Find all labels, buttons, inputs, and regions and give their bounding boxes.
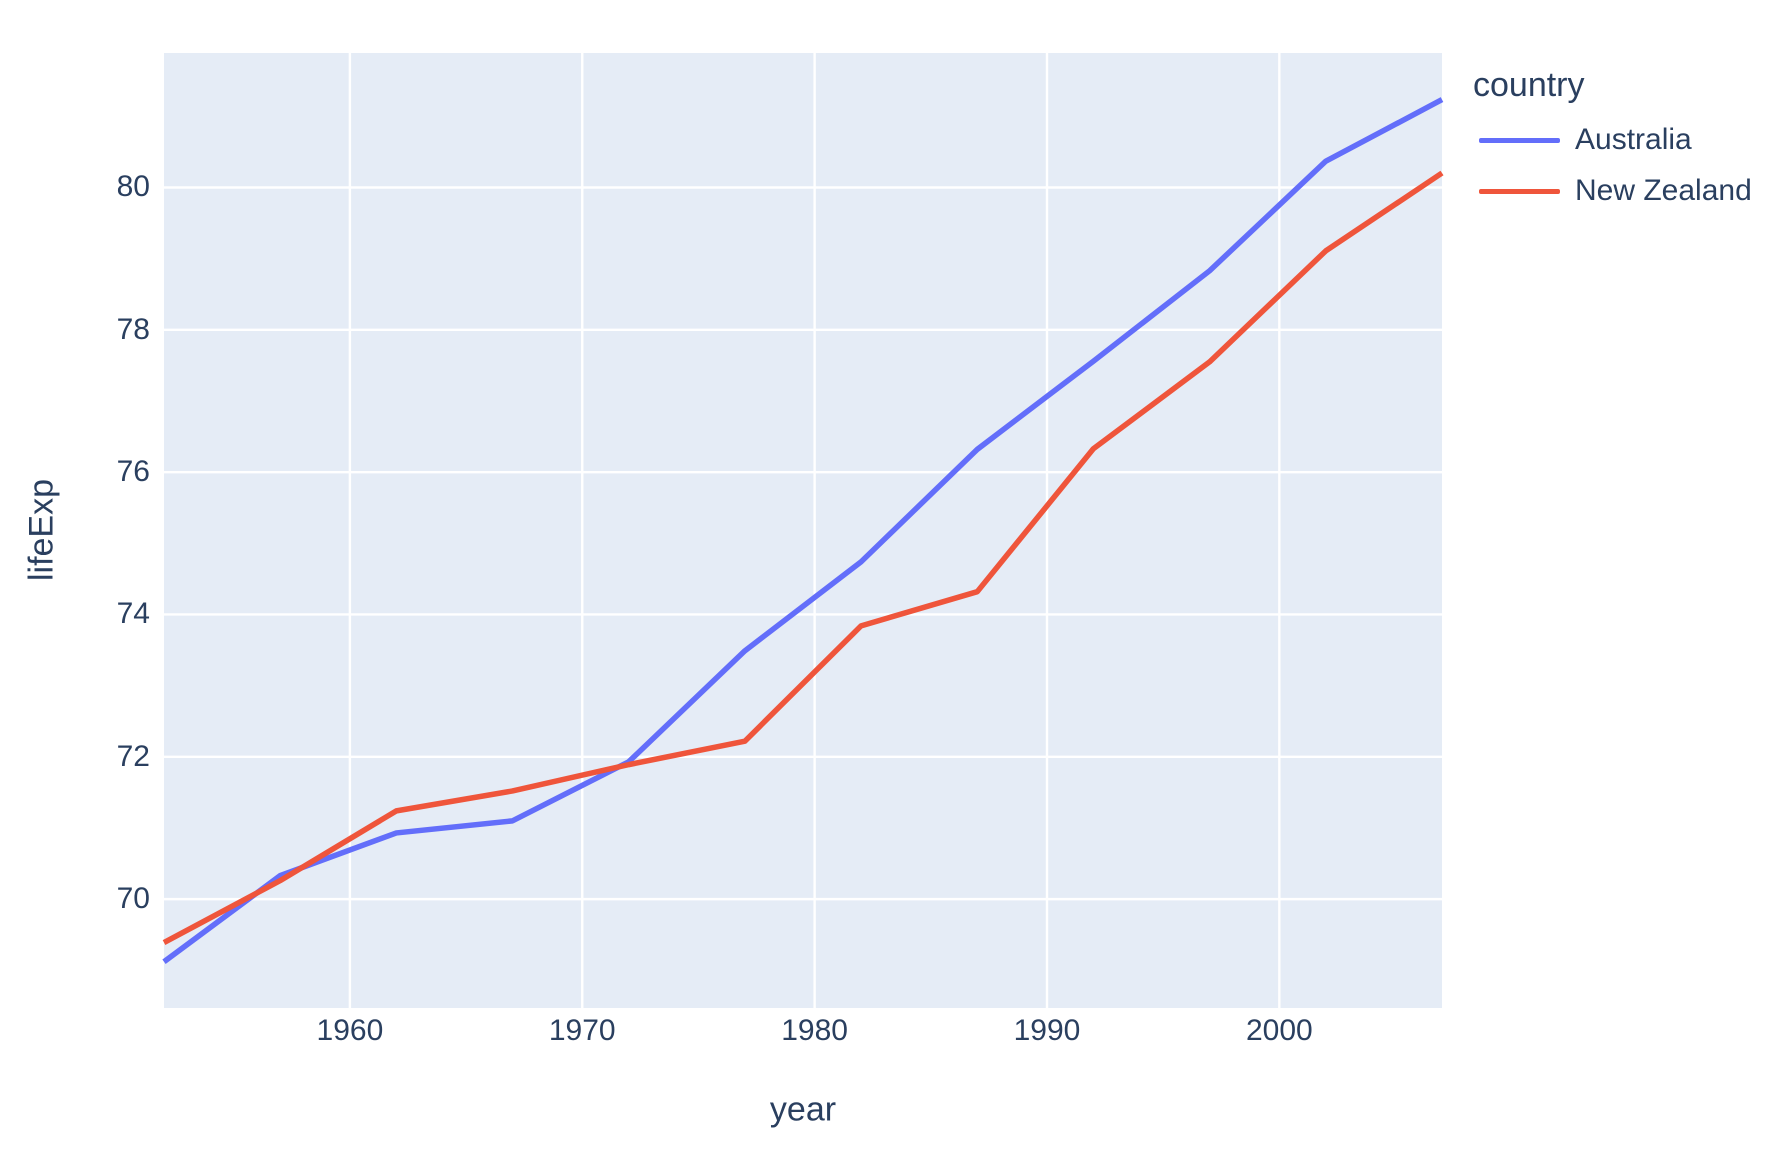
x-tick-label: 1960 — [316, 1014, 384, 1047]
series-line-australia[interactable] — [162, 97, 1444, 964]
legend-title: country — [1473, 66, 1585, 104]
legend-swatch — [1479, 137, 1560, 143]
y-axis-title: lifeExp — [22, 478, 61, 582]
legend: country Australia New Zealand — [1473, 64, 1752, 220]
x-tick-label: 1970 — [548, 1014, 616, 1047]
legend-item-australia[interactable]: Australia — [1473, 118, 1752, 162]
series-line-new-zealand[interactable] — [162, 170, 1444, 945]
x-tick-label: 1990 — [1013, 1014, 1081, 1047]
y-tick-label: 70 — [116, 882, 150, 916]
x-tick-label: 1980 — [781, 1014, 848, 1047]
legend-item-new-zealand[interactable]: New Zealand — [1473, 169, 1752, 213]
y-tick-label: 78 — [116, 312, 150, 346]
y-tick-label: 72 — [116, 739, 150, 773]
legend-label: New Zealand — [1575, 174, 1752, 207]
legend-swatch — [1479, 188, 1560, 194]
legend-label: Australia — [1575, 123, 1692, 156]
y-tick-label: 80 — [116, 170, 150, 204]
plot-area-background — [164, 53, 1442, 1008]
x-tick-label: 2000 — [1245, 1014, 1313, 1047]
legend-items: Australia New Zealand — [1473, 118, 1752, 220]
y-tick-label: 76 — [116, 455, 150, 489]
y-tick-label: 74 — [116, 597, 150, 631]
x-axis-title: year — [769, 1090, 837, 1129]
